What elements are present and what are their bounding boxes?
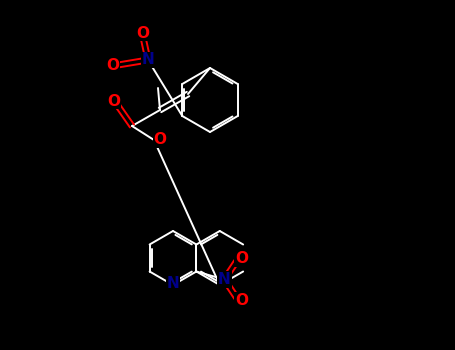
Text: O: O bbox=[235, 293, 248, 308]
Text: N: N bbox=[142, 52, 154, 68]
Text: O: O bbox=[136, 26, 150, 41]
Text: O: O bbox=[153, 133, 167, 147]
Text: O: O bbox=[235, 251, 248, 266]
Text: O: O bbox=[106, 57, 120, 72]
Text: N: N bbox=[218, 272, 231, 287]
Text: N: N bbox=[167, 275, 179, 290]
Text: O: O bbox=[107, 93, 121, 108]
